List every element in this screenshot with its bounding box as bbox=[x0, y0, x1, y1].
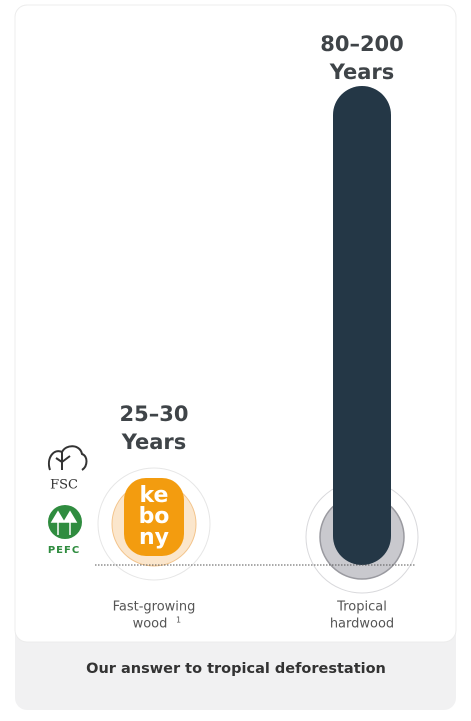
unit: Years bbox=[329, 60, 395, 84]
label: wood bbox=[133, 617, 168, 632]
brand: ny bbox=[139, 525, 169, 550]
fsc-icon bbox=[48, 445, 88, 471]
pefc-trees bbox=[50, 510, 78, 535]
bar bbox=[333, 86, 391, 565]
brand-pill bbox=[124, 478, 184, 556]
label: Tropical bbox=[336, 600, 387, 615]
unit: Years bbox=[121, 430, 187, 454]
label: Fast-growing bbox=[113, 600, 196, 615]
pefc-text: PEFC bbox=[48, 545, 80, 556]
caption: Our answer to tropical deforestation bbox=[86, 661, 386, 677]
fsc-text: FSC bbox=[50, 478, 78, 493]
footnote: 1 bbox=[176, 616, 181, 625]
range: 80–200 bbox=[320, 32, 404, 56]
label: hardwood bbox=[330, 617, 394, 632]
brand: ke bbox=[140, 483, 169, 508]
ring bbox=[97, 467, 211, 581]
range: 25–30 bbox=[120, 402, 189, 426]
brand: bo bbox=[139, 504, 170, 529]
